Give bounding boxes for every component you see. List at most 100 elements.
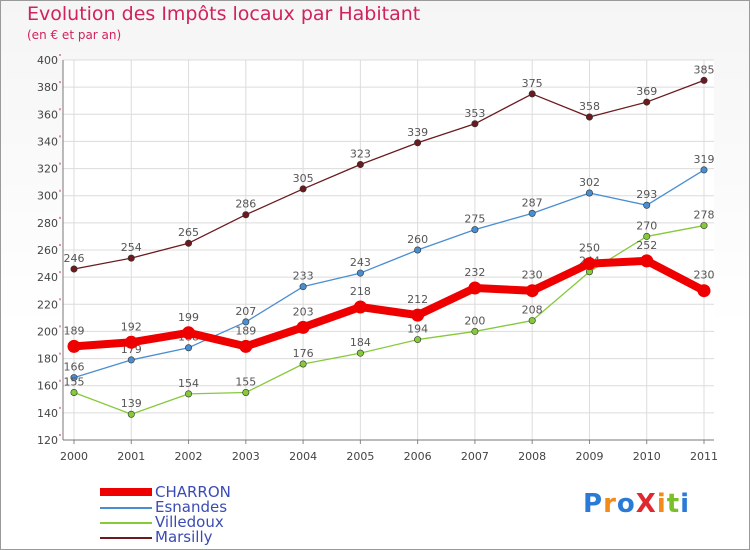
data-label-marsilly: 339 [407,126,428,139]
data-point-charron [582,257,596,271]
data-point-villedoux [127,410,135,418]
data-label-villedoux: 184 [350,336,371,349]
data-label-marsilly: 286 [235,198,256,211]
data-label-villedoux: 154 [178,377,199,390]
logo-letter: P [583,489,604,519]
x-tick-label: 2003 [232,450,260,463]
data-label-charron: 232 [464,266,485,279]
data-point-marsilly [242,211,250,219]
logo-letter: t [666,489,681,519]
data-point-charron [697,284,711,298]
logo-letter: i [680,489,691,519]
data-point-charron [525,284,539,298]
data-label-esnandes: 207 [235,305,256,318]
data-point-villedoux [528,317,536,325]
logo-letter: i [656,489,667,519]
x-tick-label: 2011 [690,450,718,463]
data-label-esnandes: 293 [636,188,657,201]
data-point-villedoux [471,327,479,335]
data-label-marsilly: 385 [694,63,715,76]
x-tick-label: 2002 [175,450,203,463]
x-tick-label: 2000 [60,450,88,463]
data-point-marsilly [414,139,422,147]
x-tick-label: 2004 [289,450,317,463]
data-point-villedoux [185,390,193,398]
y-tick-label: 300 [37,190,58,203]
y-tick-label: 120 [37,434,58,447]
data-label-villedoux: 278 [694,209,715,222]
y-tick-label: 400 [37,54,58,67]
data-label-charron: 230 [522,269,543,282]
data-point-esnandes [70,374,78,382]
legend-label: Villedoux [155,513,224,531]
data-point-marsilly [299,185,307,193]
data-point-charron [468,281,482,295]
y-tick-label: 140 [37,407,58,420]
data-label-charron: 250 [579,242,600,255]
chart-subtitle: (en € et par an) [27,28,122,42]
data-label-villedoux: 200 [464,314,485,327]
x-tick-label: 2001 [117,450,145,463]
y-tick-label: 380 [37,81,58,94]
data-point-villedoux [643,232,651,240]
data-point-marsilly [127,254,135,262]
legend-label: Esnandes [155,498,228,516]
data-point-charron [640,254,654,268]
data-label-marsilly: 353 [464,107,485,120]
y-tick-label: 360 [37,108,58,121]
x-tick-label: 2010 [633,450,661,463]
data-point-esnandes [242,318,250,326]
data-label-marsilly: 305 [293,172,314,185]
data-point-villedoux [356,349,364,357]
logo-letter: X [635,489,657,519]
data-point-esnandes [585,189,593,197]
data-label-charron: 189 [235,324,256,337]
data-point-marsilly [585,113,593,121]
logo-letter: o [616,489,636,519]
data-point-villedoux [70,388,78,396]
data-point-charron [411,308,425,322]
data-label-esnandes: 260 [407,233,428,246]
data-point-villedoux [700,222,708,230]
data-label-marsilly: 323 [350,148,371,161]
data-point-villedoux [242,388,250,396]
data-point-charron [124,335,138,349]
data-point-charron [296,320,310,334]
data-label-charron: 218 [350,285,371,298]
data-label-charron: 230 [694,269,715,282]
y-tick-label: 200 [37,325,58,338]
data-label-charron: 212 [407,293,428,306]
data-point-esnandes [700,166,708,174]
y-tick-label: 320 [37,163,58,176]
logo-letter: r [603,489,617,519]
data-point-marsilly [528,90,536,98]
data-label-esnandes: 319 [694,153,715,166]
data-label-charron: 252 [636,239,657,252]
x-tick-label: 2006 [404,450,432,463]
data-label-villedoux: 270 [636,219,657,232]
data-point-esnandes [127,356,135,364]
data-label-villedoux: 208 [522,304,543,317]
legend-swatch [100,537,152,539]
data-label-esnandes: 243 [350,256,371,269]
data-point-esnandes [185,344,193,352]
data-label-villedoux: 176 [293,347,314,360]
series-line-esnandes [73,169,705,379]
data-label-esnandes: 302 [579,176,600,189]
y-tick-label: 220 [37,298,58,311]
data-label-marsilly: 254 [121,241,142,254]
data-point-charron [239,339,253,353]
data-label-marsilly: 358 [579,100,600,113]
x-tick-label: 2009 [575,450,603,463]
data-label-marsilly: 265 [178,226,199,239]
data-point-marsilly [356,161,364,169]
data-point-marsilly [700,76,708,84]
data-label-villedoux: 155 [64,376,85,389]
chart-title: Evolution des Impôts locaux par Habitant [27,3,421,25]
data-point-charron [182,326,196,340]
legend-label: Marsilly [155,528,213,546]
data-point-marsilly [643,98,651,106]
legend-swatch [100,522,152,524]
data-point-esnandes [414,246,422,254]
